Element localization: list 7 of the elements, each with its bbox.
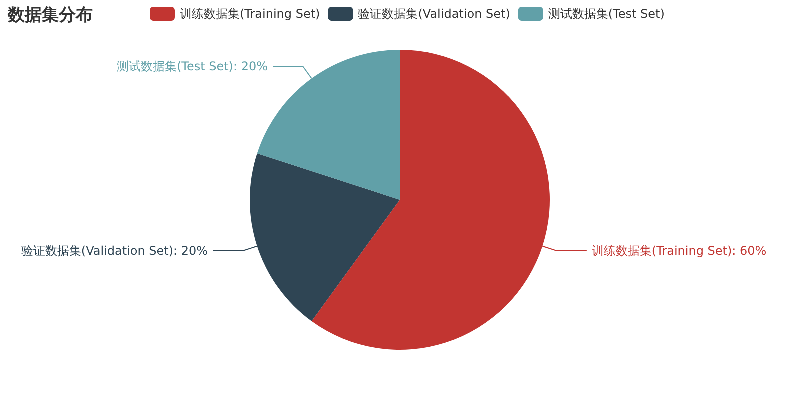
data-label: 验证数据集(Validation Set): 20% [21, 244, 208, 258]
legend-label: 验证数据集(Validation Set) [358, 7, 510, 21]
legend-label: 测试数据集(Test Set) [548, 7, 665, 21]
legend-label: 训练数据集(Training Set) [180, 7, 320, 21]
data-label: 训练数据集(Training Set): 60% [592, 244, 767, 258]
data-label: 测试数据集(Test Set): 20% [116, 60, 268, 74]
chart-title: 数据集分布 [7, 6, 93, 26]
